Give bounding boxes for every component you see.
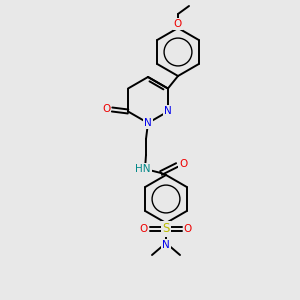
Text: N: N <box>162 240 170 250</box>
Text: O: O <box>140 224 148 234</box>
Text: N: N <box>164 106 172 116</box>
Text: O: O <box>174 19 182 29</box>
Text: O: O <box>184 224 192 234</box>
Text: O: O <box>179 159 187 169</box>
Text: S: S <box>162 223 170 236</box>
Text: N: N <box>144 118 152 128</box>
Text: HN: HN <box>135 164 151 174</box>
Text: O: O <box>102 104 110 115</box>
